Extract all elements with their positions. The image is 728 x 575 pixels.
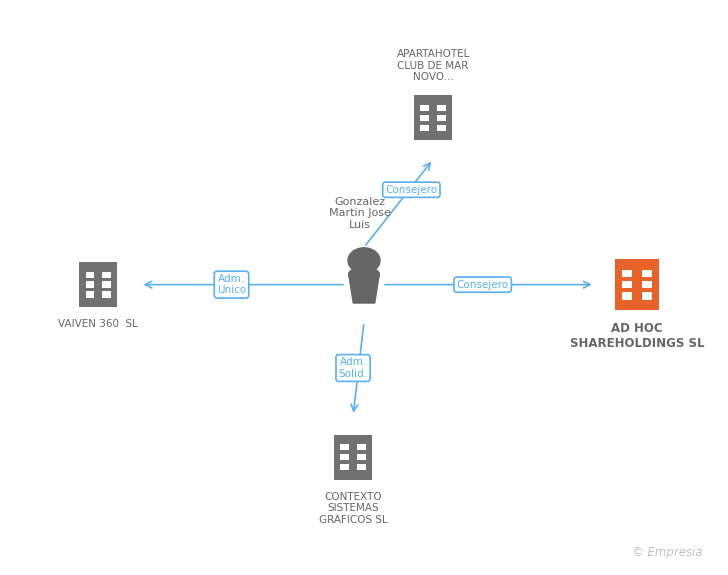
Text: Consejero: Consejero: [385, 185, 438, 195]
FancyBboxPatch shape: [641, 270, 652, 277]
FancyBboxPatch shape: [357, 454, 365, 460]
Text: CONTEXTO
SISTEMAS
GRAFICOS SL: CONTEXTO SISTEMAS GRAFICOS SL: [319, 492, 387, 525]
FancyBboxPatch shape: [641, 292, 652, 300]
FancyBboxPatch shape: [102, 271, 111, 278]
Text: APARTAHOTEL
CLUB DE MAR
NOVO...: APARTAHOTEL CLUB DE MAR NOVO...: [397, 49, 470, 82]
FancyBboxPatch shape: [622, 292, 633, 300]
FancyBboxPatch shape: [334, 435, 372, 480]
Text: AD HOC
SHAREHOLDINGS SL: AD HOC SHAREHOLDINGS SL: [570, 322, 704, 350]
Polygon shape: [349, 274, 379, 303]
FancyBboxPatch shape: [414, 95, 452, 140]
FancyBboxPatch shape: [341, 464, 349, 470]
FancyBboxPatch shape: [437, 115, 446, 121]
FancyBboxPatch shape: [341, 454, 349, 460]
Text: Adm.
Solid.: Adm. Solid.: [339, 357, 368, 379]
FancyBboxPatch shape: [86, 282, 95, 288]
FancyBboxPatch shape: [357, 464, 365, 470]
FancyBboxPatch shape: [357, 444, 365, 450]
Circle shape: [348, 248, 380, 273]
Ellipse shape: [349, 267, 379, 281]
FancyBboxPatch shape: [421, 125, 430, 131]
Text: Adm.
Unico: Adm. Unico: [217, 274, 246, 296]
FancyBboxPatch shape: [622, 270, 633, 277]
Text: Consejero: Consejero: [456, 279, 509, 290]
FancyBboxPatch shape: [79, 262, 117, 307]
FancyBboxPatch shape: [421, 115, 430, 121]
FancyBboxPatch shape: [86, 292, 95, 298]
FancyBboxPatch shape: [641, 281, 652, 288]
Text: VAIVEN 360  SL: VAIVEN 360 SL: [58, 319, 138, 329]
FancyBboxPatch shape: [102, 292, 111, 298]
FancyBboxPatch shape: [341, 444, 349, 450]
Text: Gonzalez
Martin Jose
Luis: Gonzalez Martin Jose Luis: [330, 197, 391, 230]
FancyBboxPatch shape: [437, 105, 446, 111]
FancyBboxPatch shape: [86, 271, 95, 278]
FancyBboxPatch shape: [615, 259, 659, 310]
FancyBboxPatch shape: [102, 282, 111, 288]
Text: © Empresia: © Empresia: [632, 546, 703, 559]
FancyBboxPatch shape: [622, 281, 633, 288]
FancyBboxPatch shape: [437, 125, 446, 131]
FancyBboxPatch shape: [421, 105, 430, 111]
